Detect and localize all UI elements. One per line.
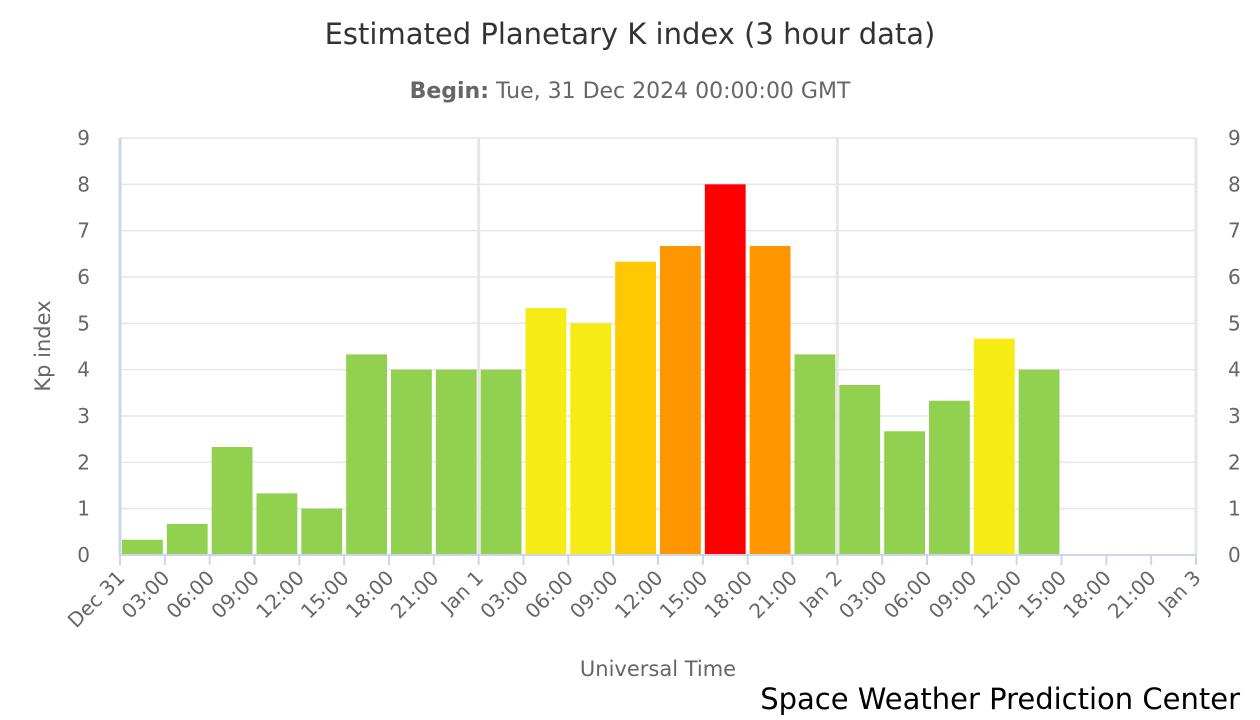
- kp-bar: [480, 369, 522, 555]
- y-tick-label-right: 3: [1228, 404, 1241, 428]
- kp-bar: [301, 508, 343, 555]
- x-tick-label: 21:00: [744, 566, 802, 624]
- y-tick-label-left: 3: [77, 404, 90, 428]
- y-tick-label-right: 2: [1228, 450, 1241, 474]
- y-tick-label-left: 6: [77, 265, 90, 289]
- x-tick-label: 06:00: [879, 566, 937, 624]
- kp-bar: [391, 369, 432, 555]
- y-tick-label-left: 0: [77, 543, 90, 567]
- x-tick-label: Dec 31: [63, 566, 130, 633]
- x-tick-label: 03:00: [475, 566, 533, 624]
- x-tick-label: 18:00: [1058, 566, 1116, 624]
- x-axis-labels: Dec 3103:0006:0009:0012:0015:0018:0021:0…: [63, 566, 1206, 633]
- kp-bar: [525, 308, 567, 555]
- x-tick-label: 21:00: [386, 566, 444, 624]
- x-axis-title: Universal Time: [580, 657, 736, 681]
- kp-bar: [839, 384, 881, 555]
- y-tick-label-right: 8: [1228, 172, 1241, 196]
- y-tick-label-left: 7: [77, 219, 90, 243]
- y-tick-label-left: 4: [77, 358, 90, 382]
- x-tick-label: 09:00: [206, 566, 264, 624]
- chart-title: Estimated Planetary K index (3 hour data…: [325, 17, 936, 51]
- x-tick-label: 06:00: [520, 566, 578, 624]
- x-tick-label: 12:00: [610, 566, 668, 624]
- kp-bar: [435, 369, 477, 555]
- x-tick-label: 18:00: [699, 566, 757, 624]
- kp-bar: [122, 539, 163, 555]
- y-axis-labels-left: 0 1 2 3 4 5 6 7 8 9: [77, 126, 90, 567]
- credit-text: Space Weather Prediction Center: [760, 682, 1240, 716]
- kp-bar: [256, 493, 298, 555]
- x-tick-label: 15:00: [296, 566, 354, 624]
- x-tick-label: 15:00: [655, 566, 713, 624]
- y-tick-label-left: 2: [77, 450, 90, 474]
- kp-bar: [794, 354, 836, 555]
- x-tick-label: 12:00: [968, 566, 1026, 624]
- kp-bar: [884, 431, 925, 555]
- y-axis-title: Kp index: [31, 300, 55, 391]
- kp-bar: [615, 261, 656, 555]
- x-tick-label: 09:00: [924, 566, 982, 624]
- y-tick-label-right: 4: [1228, 358, 1241, 382]
- bars: [122, 184, 1060, 556]
- subtitle-label: Begin:: [410, 79, 489, 104]
- x-tick-label: 12:00: [251, 566, 309, 624]
- y-tick-label-left: 8: [77, 172, 90, 196]
- x-tick-label: 18:00: [341, 566, 399, 624]
- chart-subtitle: Begin: Tue, 31 Dec 2024 00:00:00 GMT: [410, 79, 851, 104]
- y-tick-label-right: 7: [1228, 219, 1241, 243]
- y-tick-label-right: 0: [1228, 543, 1241, 567]
- kp-bar: [211, 447, 253, 555]
- kp-bar: [1018, 369, 1060, 555]
- x-tick-label: 06:00: [161, 566, 219, 624]
- y-axis-labels-right: 0 1 2 3 4 5 6 7 8 9: [1228, 126, 1241, 567]
- y-tick-label-right: 6: [1228, 265, 1241, 289]
- x-tick-label: 15:00: [1013, 566, 1071, 624]
- x-tick-label: Jan 3: [1152, 566, 1206, 620]
- x-tick-label: 09:00: [565, 566, 623, 624]
- y-tick-label-right: 1: [1228, 497, 1241, 521]
- y-tick-label-left: 5: [77, 311, 90, 335]
- grid: [120, 137, 1198, 555]
- kp-bar: [346, 354, 387, 555]
- y-tick-label-right: 9: [1228, 126, 1241, 150]
- kp-bar: [166, 523, 208, 555]
- kp-bar: [570, 323, 612, 555]
- y-tick-label-right: 5: [1228, 311, 1241, 335]
- kp-bar: [660, 245, 701, 555]
- y-tick-label-left: 1: [77, 497, 90, 521]
- axes: [118, 138, 1197, 565]
- kp-bar: [704, 184, 746, 556]
- x-tick-label: 03:00: [117, 566, 175, 624]
- x-tick-label: 03:00: [834, 566, 892, 624]
- kp-bar: [749, 245, 791, 555]
- subtitle-value: Tue, 31 Dec 2024 00:00:00 GMT: [495, 79, 851, 104]
- kp-bar: [929, 400, 970, 555]
- y-tick-label-left: 9: [77, 126, 90, 150]
- x-tick-label: 21:00: [1103, 566, 1161, 624]
- kp-bar: [973, 338, 1015, 555]
